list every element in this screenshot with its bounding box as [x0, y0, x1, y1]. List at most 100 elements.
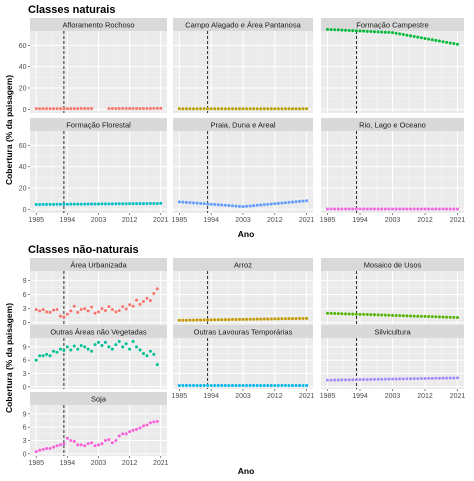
panel-strip-label: Rio, Lago e Oceano: [359, 121, 426, 130]
data-point: [65, 312, 69, 316]
panel-strip: [321, 325, 464, 338]
data-point: [456, 376, 459, 380]
data-point: [86, 107, 90, 111]
data-point: [90, 441, 94, 445]
data-point: [117, 308, 121, 312]
data-point: [336, 312, 340, 316]
data-point: [336, 28, 340, 32]
data-point: [298, 317, 302, 321]
data-point: [423, 314, 427, 318]
y-tick-label: 3: [23, 306, 27, 313]
data-point: [65, 107, 69, 111]
data-point: [41, 308, 45, 312]
data-point: [69, 202, 73, 206]
x-tick-label: 1994: [203, 393, 219, 400]
data-point: [430, 376, 434, 380]
data-point: [138, 106, 142, 110]
data-point: [280, 201, 284, 205]
data-point: [329, 207, 333, 211]
data-point: [394, 313, 398, 317]
panel-strip-label: Mosaico de Usos: [364, 261, 422, 270]
panel-strip: [173, 18, 313, 31]
data-point: [365, 377, 369, 381]
data-point: [445, 207, 449, 211]
data-point: [184, 318, 188, 322]
data-point: [38, 354, 42, 358]
data-point: [110, 308, 114, 312]
data-point: [100, 202, 104, 206]
data-point: [141, 300, 145, 304]
panel-strip: [321, 118, 464, 131]
data-point: [72, 439, 76, 443]
data-point: [394, 31, 398, 35]
data-point: [34, 358, 38, 362]
data-point: [188, 383, 192, 387]
panel-strip: [30, 18, 167, 31]
panel-strip-label: Campo Alagado e Área Pantanosa: [185, 21, 301, 30]
x-tick-label: 2003: [91, 460, 107, 467]
data-point: [117, 340, 121, 344]
data-point: [213, 107, 217, 111]
data-point: [223, 383, 227, 387]
data-point: [145, 296, 149, 300]
panel-campo-alagado-e-rea-pantanosa: Campo Alagado e Área Pantanosa: [173, 18, 313, 113]
data-point: [90, 107, 94, 111]
data-point: [79, 107, 83, 111]
data-point: [298, 383, 302, 387]
data-point: [305, 107, 309, 111]
data-point: [409, 34, 413, 38]
data-point: [234, 204, 238, 208]
x-tick-label: 2012: [417, 217, 433, 224]
panel-strip: [30, 258, 167, 271]
panel-strip: [30, 118, 167, 131]
data-point: [216, 107, 220, 111]
data-point: [372, 207, 376, 211]
data-point: [262, 203, 266, 207]
data-point: [38, 107, 42, 111]
data-point: [409, 377, 413, 381]
data-point: [192, 107, 196, 111]
data-point: [326, 378, 329, 382]
x-tick-label: 2003: [91, 217, 107, 224]
section-naturais: Classes naturais Cobertura (% da paisage…: [4, 4, 254, 239]
data-point: [401, 377, 405, 381]
data-point: [72, 344, 76, 348]
data-point: [220, 318, 224, 322]
data-point: [255, 107, 259, 111]
data-point: [230, 383, 234, 387]
data-point: [298, 107, 302, 111]
data-point: [135, 298, 139, 302]
data-point: [83, 307, 87, 311]
y-tick-label: 0: [23, 384, 27, 391]
data-point: [276, 383, 280, 387]
data-point: [394, 377, 398, 381]
panel-strip: [173, 325, 313, 338]
data-point: [148, 106, 152, 110]
data-point: [248, 204, 252, 208]
data-point: [76, 107, 80, 111]
data-point: [121, 106, 125, 110]
data-point: [283, 107, 287, 111]
data-point: [135, 202, 139, 206]
x-tick-label: 2012: [122, 460, 138, 467]
data-point: [220, 107, 224, 111]
data-point: [230, 204, 234, 208]
data-point: [100, 344, 104, 348]
data-point: [45, 107, 49, 111]
x-tick-label: 1994: [60, 460, 76, 467]
data-point: [234, 317, 238, 321]
data-point: [230, 107, 234, 111]
data-point: [376, 207, 380, 211]
data-point: [354, 312, 358, 316]
data-point: [336, 378, 340, 382]
panel-strip: [173, 118, 313, 131]
x-tick-label: 1985: [320, 217, 336, 224]
data-point: [273, 202, 277, 206]
data-point: [69, 309, 73, 313]
data-point: [419, 314, 423, 318]
data-point: [294, 107, 298, 111]
data-point: [437, 376, 441, 380]
data-point: [45, 202, 49, 206]
data-point: [380, 377, 384, 381]
panel-strip-label: Praia, Duna e Areal: [210, 121, 275, 130]
